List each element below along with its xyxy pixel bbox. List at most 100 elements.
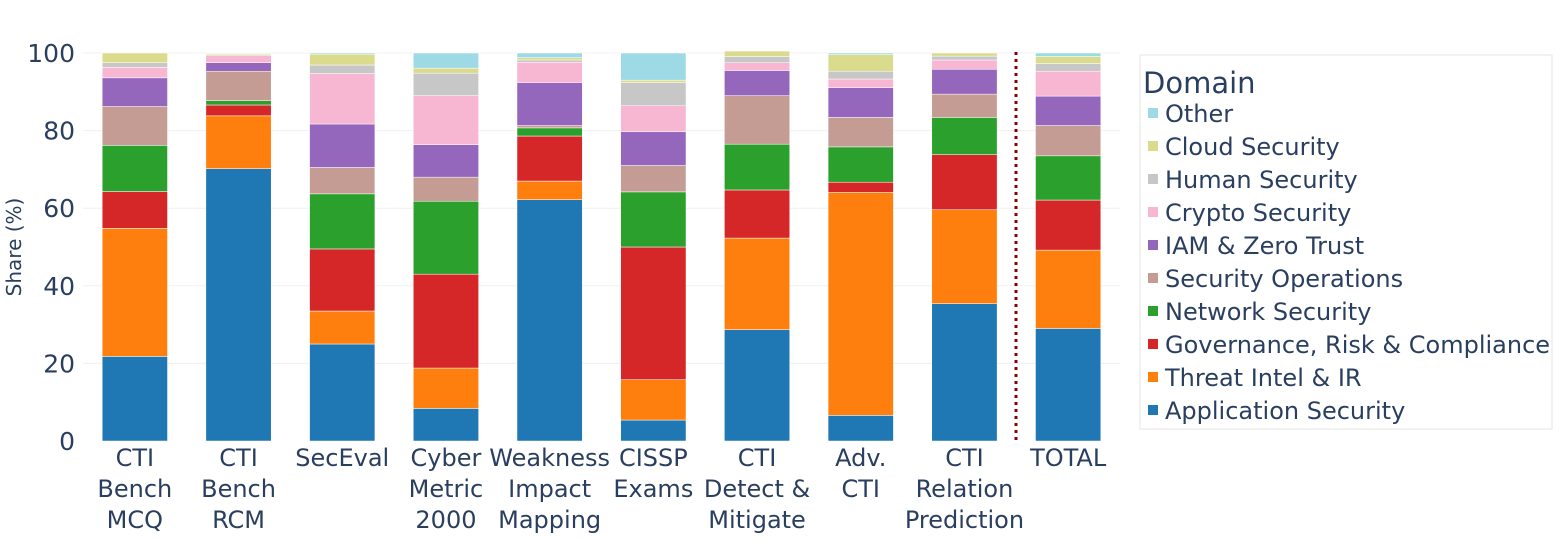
- bar-segment: [931, 59, 998, 70]
- bar-segment: [413, 72, 479, 96]
- bar-segment: [101, 77, 168, 107]
- legend-swatch: [1148, 207, 1158, 217]
- bar-segment: [205, 104, 272, 117]
- legend: Domain Other Cloud Security Human Security…: [1139, 54, 1553, 430]
- bar-segment: [309, 53, 376, 66]
- y-axis-label: Share (%): [2, 198, 26, 297]
- bar-segment: [205, 70, 272, 101]
- x-tick-label-line: MCQ: [107, 506, 163, 534]
- bar-segment: [827, 87, 894, 118]
- bar-segment: [413, 273, 479, 369]
- bar-segment: [205, 55, 272, 63]
- x-tick-label-line: Weakness: [489, 444, 610, 472]
- legend-label: Human Security: [1165, 166, 1358, 194]
- bar-segment: [101, 191, 168, 229]
- x-tick-label-line: CTI: [116, 444, 155, 472]
- x-tick-label: SecEval: [295, 444, 389, 472]
- x-tick-label: CISSP Exams: [613, 444, 693, 503]
- bar-segment: [620, 131, 687, 166]
- x-tick-label-line: CTI: [842, 475, 881, 503]
- y-tick-label: 60: [43, 194, 75, 223]
- x-tick-label-line: Adv.: [835, 444, 886, 472]
- legend-swatch: [1148, 339, 1158, 349]
- legend-label: Cloud Security: [1165, 133, 1340, 161]
- bar-segment: [724, 70, 790, 96]
- bar-segment: [620, 379, 687, 421]
- legend-swatch: [1148, 405, 1158, 415]
- bar-segment: [101, 356, 168, 442]
- bar-segment: [931, 154, 998, 211]
- bar-segment: [931, 303, 998, 442]
- bar-segment: [205, 100, 272, 106]
- x-tick-label-line: RCM: [212, 506, 265, 534]
- bar-segment: [413, 200, 479, 275]
- x-tick-label-line: Impact: [508, 475, 591, 503]
- bar-segment: [309, 248, 376, 312]
- bar-segment: [620, 419, 687, 442]
- bar-segment: [413, 367, 479, 409]
- bar-segment: [101, 62, 168, 68]
- bar-segment: [620, 165, 687, 193]
- bar-segment: [931, 52, 998, 57]
- x-tick-label: Cyber Metric 2000: [409, 444, 484, 534]
- bar-segment: [516, 125, 583, 129]
- bar-segment: [309, 64, 376, 74]
- bar-segment: [931, 117, 998, 155]
- bar-segment: [620, 79, 687, 83]
- x-tick-label: TOTAL: [1029, 444, 1107, 472]
- bar-segment: [1035, 63, 1102, 72]
- legend-swatch: [1148, 108, 1158, 118]
- bar-segment: [827, 146, 894, 183]
- bar-segment: [413, 144, 479, 178]
- x-tick-label: Adv. CTI: [835, 444, 886, 503]
- x-tick-label: CTI Detect & Mitigate: [704, 444, 810, 534]
- legend-title: Domain: [1143, 66, 1256, 100]
- bar-segment: [931, 69, 998, 95]
- legend-swatch: [1148, 141, 1158, 151]
- bar-segment: [1035, 328, 1102, 442]
- bar-segment: [516, 62, 583, 83]
- legend-label: Threat Intel & IR: [1164, 364, 1362, 392]
- x-tick-label-line: CISSP: [619, 444, 688, 472]
- legend-swatch: [1148, 306, 1158, 316]
- bar-segment: [620, 82, 687, 107]
- x-tick-label-line: Detect &: [704, 475, 810, 503]
- bar-segment: [309, 193, 376, 250]
- bar-segment: [413, 52, 479, 69]
- x-tick-label-line: TOTAL: [1029, 444, 1107, 472]
- bar-segment: [1035, 95, 1102, 126]
- bar-segment: [309, 52, 376, 55]
- bars-layer: [101, 50, 1102, 442]
- x-tick-label-line: 2000: [415, 506, 476, 534]
- bar-segment: [516, 199, 583, 442]
- x-tick-label-line: Bench: [201, 475, 276, 503]
- bar-segment: [101, 52, 168, 63]
- bar-segment: [724, 56, 790, 63]
- bar-segment: [827, 117, 894, 148]
- y-tick-label: 20: [43, 349, 75, 378]
- y-tick-label: 100: [27, 39, 75, 68]
- y-tick-label: 0: [59, 427, 75, 456]
- x-tick-label-line: CTI: [219, 444, 258, 472]
- bar-segment: [1035, 52, 1102, 57]
- bar-segment: [724, 237, 790, 330]
- legend-box: [1139, 54, 1553, 430]
- bar-segment: [413, 95, 479, 145]
- bar-segment: [101, 67, 168, 79]
- x-tick-label-line: Mapping: [498, 506, 601, 534]
- legend-swatch: [1148, 273, 1158, 283]
- bar-segment: [516, 59, 583, 63]
- y-tick-label: 80: [43, 117, 75, 146]
- bar-segment: [1035, 155, 1102, 201]
- bar-segment: [724, 143, 790, 191]
- legend-label: IAM & Zero Trust: [1165, 232, 1364, 260]
- bar-segment: [413, 408, 479, 442]
- bar-segment: [101, 228, 168, 357]
- legend-label: Network Security: [1165, 298, 1371, 326]
- bar-segment: [931, 93, 998, 118]
- bar-segment: [620, 52, 687, 81]
- x-tick-label: CTI Relation Prediction: [905, 444, 1024, 534]
- x-tick-label-line: Relation: [916, 475, 1014, 503]
- bar-segment: [205, 168, 272, 442]
